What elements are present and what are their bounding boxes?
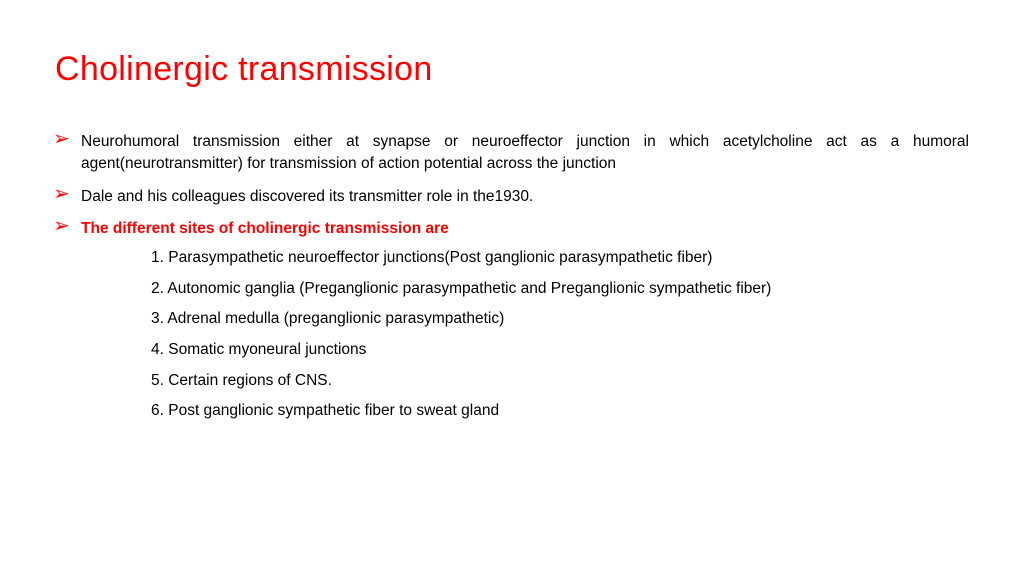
bullet-text: The different sites of cholinergic trans…: [81, 220, 449, 237]
bullet-text: Dale and his colleagues discovered its t…: [81, 188, 533, 205]
bullet-item: ➢ Dale and his colleagues discovered its…: [55, 186, 969, 208]
slide-container: Cholinergic transmission ➢ Neurohumoral …: [0, 0, 1024, 576]
bullet-item: ➢ The different sites of cholinergic tra…: [55, 218, 969, 422]
sublist-item: 4. Somatic myoneural junctions: [81, 339, 969, 361]
bullet-text: Neurohumoral transmission either at syna…: [81, 133, 969, 172]
sublist-item: 1. Parasympathetic neuroeffector junctio…: [81, 247, 969, 269]
sublist-item: 6. Post ganglionic sympathetic fiber to …: [81, 400, 969, 422]
sublist-item: 5. Certain regions of CNS.: [81, 370, 969, 392]
bullet-list: ➢ Neurohumoral transmission either at sy…: [55, 131, 969, 422]
chevron-icon: ➢: [53, 184, 70, 204]
sublist-item: 2. Autonomic ganglia (Preganglionic para…: [81, 278, 969, 300]
bullet-item: ➢ Neurohumoral transmission either at sy…: [55, 131, 969, 176]
slide-title: Cholinergic transmission: [55, 50, 969, 89]
sublist-item: 3. Adrenal medulla (preganglionic parasy…: [81, 308, 969, 330]
chevron-icon: ➢: [53, 216, 70, 236]
chevron-icon: ➢: [53, 129, 70, 149]
numbered-sublist: 1. Parasympathetic neuroeffector junctio…: [81, 247, 969, 422]
